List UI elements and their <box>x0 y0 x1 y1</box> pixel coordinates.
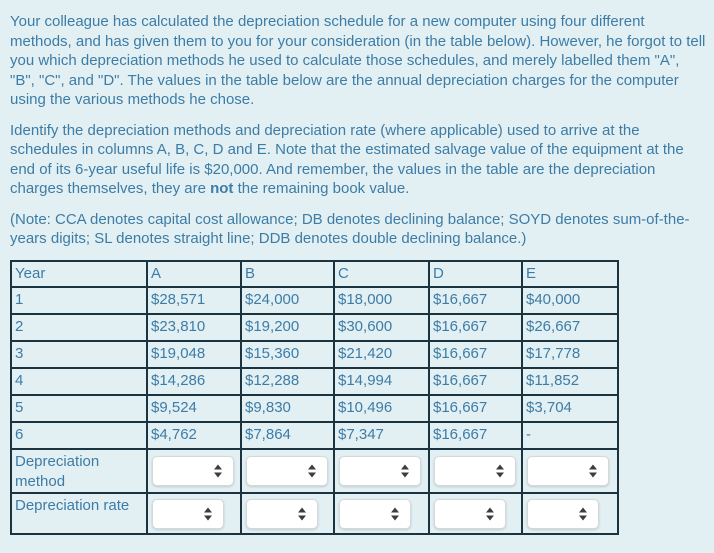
depreciation-method-select-c[interactable] <box>339 455 421 486</box>
column-header-d: D <box>428 259 523 288</box>
select-updown-arrows-icon <box>579 507 587 520</box>
year-cell-4: 4 <box>10 366 148 396</box>
select-updown-arrows-icon <box>214 464 222 477</box>
table-row-year-5: 5 $9,524 $9,830 $10,496 $16,667 $3,704 <box>10 393 619 423</box>
instructions-text-after: the remaining book value. <box>233 180 410 197</box>
value-cell-c-year-1: $18,000 <box>333 285 430 315</box>
column-header-a: A <box>146 259 242 288</box>
note-paragraph: (Note: CCA denotes capital cost allowanc… <box>10 210 690 248</box>
value-cell-b-year-2: $19,200 <box>240 312 335 342</box>
value-cell-b-year-3: $15,360 <box>240 339 335 369</box>
value-cell-e-year-3: $17,778 <box>521 339 619 369</box>
table-row-year-4: 4 $14,286 $12,288 $14,994 $16,667 $11,852 <box>10 366 619 396</box>
select-updown-arrows-icon <box>204 507 212 520</box>
column-header-c: C <box>333 259 430 288</box>
select-updown-arrows-icon <box>298 507 306 520</box>
depreciation-rate-select-b[interactable] <box>246 498 318 529</box>
value-cell-e-year-6: - <box>521 420 619 450</box>
year-cell-5: 5 <box>10 393 148 423</box>
select-updown-arrows-icon <box>308 464 316 477</box>
value-cell-d-year-3: $16,667 <box>428 339 523 369</box>
table-row-year-6: 6 $4,762 $7,864 $7,347 $16,667- <box>10 420 619 450</box>
depreciation-method-row: Depreciation method <box>10 447 619 494</box>
depreciation-rate-cell-b <box>240 491 335 535</box>
value-cell-d-year-6: $16,667 <box>428 420 523 450</box>
depreciation-rate-select-e[interactable] <box>527 498 599 529</box>
year-cell-3: 3 <box>10 339 148 369</box>
table-row-year-3: 3 $19,048 $15,360 $21,420 $16,667 $17,778 <box>10 339 619 369</box>
value-cell-c-year-4: $14,994 <box>333 366 430 396</box>
intro-paragraph: Your colleague has calculated the deprec… <box>10 13 706 108</box>
select-updown-arrows-icon <box>589 464 597 477</box>
value-cell-a-year-6: $4,762 <box>146 420 242 450</box>
depreciation-method-select-b[interactable] <box>246 455 328 486</box>
depreciation-table-body: Year A B C D E 1 $28,571 $24,000 $18,000 $16,667 $4… <box>10 259 619 535</box>
depreciation-method-select-e[interactable] <box>527 455 609 486</box>
instructions-text-before: Identify the depreciation methods and de… <box>10 121 684 198</box>
value-cell-b-year-1: $24,000 <box>240 285 335 315</box>
depreciation-method-cell-a <box>146 447 242 494</box>
select-updown-arrows-icon <box>401 464 409 477</box>
depreciation-method-select-d[interactable] <box>434 455 516 486</box>
select-updown-arrows-icon <box>496 464 504 477</box>
depreciation-table: Year A B C D E 1 $28,571 $24,000 $18,000 $16,667 $4… <box>10 259 619 535</box>
value-cell-b-year-6: $7,864 <box>240 420 335 450</box>
depreciation-method-cell-c <box>333 447 430 494</box>
depreciation-rate-cell-c <box>333 491 430 535</box>
table-row-year-2: 2 $23,810 $19,200 $30,600 $16,667 $26,667 <box>10 312 619 342</box>
value-cell-e-year-5: $3,704 <box>521 393 619 423</box>
depreciation-rate-cell-a <box>146 491 242 535</box>
value-cell-e-year-2: $26,667 <box>521 312 619 342</box>
depreciation-method-row-label: Depreciation method <box>10 447 148 494</box>
column-header-b: B <box>240 259 335 288</box>
table-row-year-1: 1 $28,571 $24,000 $18,000 $16,667 $40,000 <box>10 285 619 315</box>
depreciation-rate-row: Depreciation rate <box>10 491 619 535</box>
instructions-bold-text: not <box>210 180 234 197</box>
value-cell-c-year-3: $21,420 <box>333 339 430 369</box>
depreciation-rate-cell-d <box>428 491 523 535</box>
year-cell-6: 6 <box>10 420 148 450</box>
depreciation-method-cell-e <box>521 447 619 494</box>
year-cell-1: 1 <box>10 285 148 315</box>
depreciation-rate-cell-e <box>521 491 619 535</box>
value-cell-d-year-5: $16,667 <box>428 393 523 423</box>
question-page: Your colleague has calculated the deprec… <box>10 13 706 535</box>
year-cell-2: 2 <box>10 312 148 342</box>
value-cell-c-year-5: $10,496 <box>333 393 430 423</box>
column-header-year: Year <box>10 259 148 288</box>
value-cell-a-year-1: $28,571 <box>146 285 242 315</box>
select-updown-arrows-icon <box>486 507 494 520</box>
depreciation-method-cell-d <box>428 447 523 494</box>
value-cell-c-year-2: $30,600 <box>333 312 430 342</box>
value-cell-e-year-1: $40,000 <box>521 285 619 315</box>
depreciation-method-select-a[interactable] <box>152 455 234 486</box>
value-cell-d-year-2: $16,667 <box>428 312 523 342</box>
instructions-paragraph: Identify the depreciation methods and de… <box>10 121 706 199</box>
header-row: Year A B C D E <box>10 259 619 288</box>
depreciation-rate-select-d[interactable] <box>434 498 506 529</box>
depreciation-method-cell-b <box>240 447 335 494</box>
select-updown-arrows-icon <box>391 507 399 520</box>
value-cell-c-year-6: $7,347 <box>333 420 430 450</box>
value-cell-d-year-4: $16,667 <box>428 366 523 396</box>
value-cell-b-year-4: $12,288 <box>240 366 335 396</box>
depreciation-rate-select-a[interactable] <box>152 498 224 529</box>
value-cell-a-year-2: $23,810 <box>146 312 242 342</box>
depreciation-rate-row-label: Depreciation rate <box>10 491 148 535</box>
value-cell-a-year-3: $19,048 <box>146 339 242 369</box>
column-header-e: E <box>521 259 619 288</box>
depreciation-rate-select-c[interactable] <box>339 498 411 529</box>
value-cell-a-year-4: $14,286 <box>146 366 242 396</box>
value-cell-b-year-5: $9,830 <box>240 393 335 423</box>
value-cell-a-year-5: $9,524 <box>146 393 242 423</box>
value-cell-e-year-4: $11,852 <box>521 366 619 396</box>
value-cell-d-year-1: $16,667 <box>428 285 523 315</box>
